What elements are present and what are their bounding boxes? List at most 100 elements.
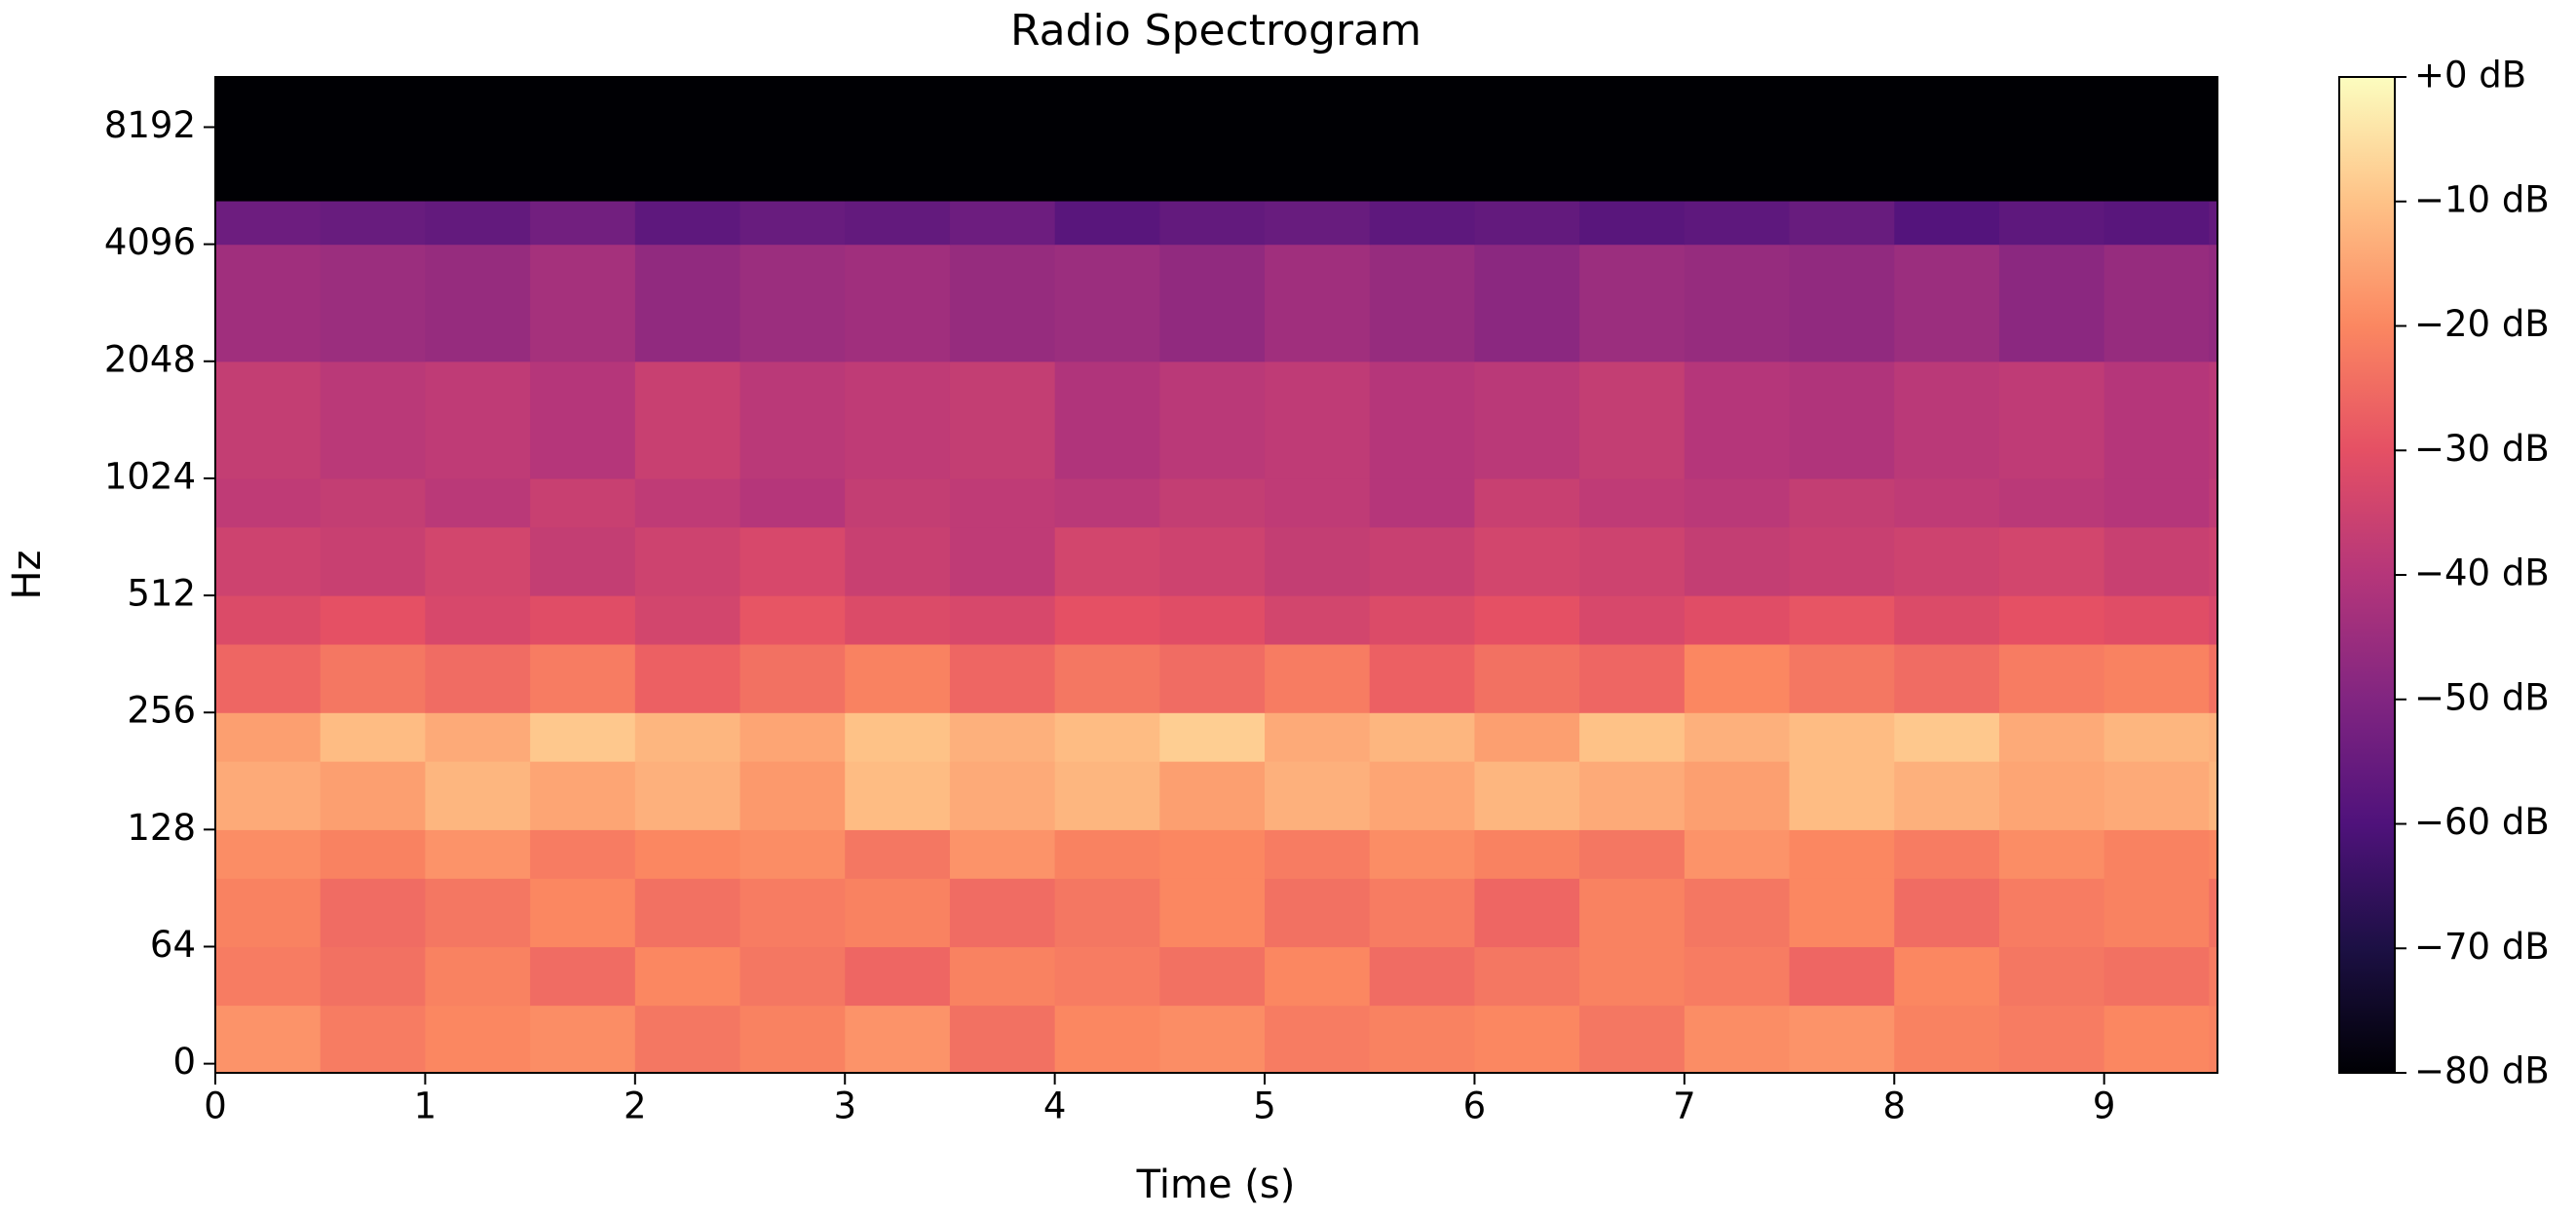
heat-cell [1369,244,1476,362]
colorbar-tick-label: −30 dB [2414,428,2550,470]
plot-frame [214,76,2218,1074]
heat-cell [1159,77,1266,202]
heat-cell [1265,829,1371,879]
heat-cell [1159,829,1266,879]
heat-cell [739,477,846,528]
heat-cell [1684,712,1791,762]
heat-cell [634,643,741,713]
heat-cell [845,477,951,528]
heat-cell [1998,77,2105,202]
heat-cell [1894,200,2000,246]
colorbar-tick-label: −20 dB [2414,303,2550,345]
heat-cell [1369,878,1476,948]
heat-cell [1894,244,2000,362]
heat-cell [1789,946,1895,1007]
heat-cell [2209,761,2218,830]
heat-cell [1265,526,1371,596]
heat-cell [1159,526,1266,596]
heat-cell [1369,526,1476,596]
heat-cell [1998,200,2105,246]
heat-cell [425,878,531,948]
heat-cell [1684,595,1791,645]
heat-cell [949,244,1056,362]
heat-cell [215,712,322,762]
heat-cell [1998,761,2105,830]
heat-cell [1054,878,1160,948]
heat-cell [1894,643,2000,713]
heat-cell [1579,946,1686,1007]
heat-cell [1474,1005,1580,1074]
heat-cell [425,244,531,362]
heat-cell [425,712,531,762]
heat-cell [1998,526,2105,596]
heat-cell [1579,878,1686,948]
heat-cell [1369,77,1476,202]
heat-cell [845,1005,951,1074]
heat-cell [425,361,531,479]
heat-cell [530,244,636,362]
heat-cell [1789,643,1895,713]
heat-cell [2209,361,2218,479]
heat-cell [215,361,322,479]
heat-cell [1894,77,2000,202]
heat-cell [425,1005,531,1074]
heat-cell [1265,946,1371,1007]
heat-cell [1894,595,2000,645]
heat-cell [1579,200,1686,246]
heat-cell [2103,1005,2210,1074]
heatmap [215,77,2218,1074]
heat-cell [530,477,636,528]
heat-cell [1684,878,1791,948]
heat-cell [1054,1005,1160,1074]
heat-cell [1265,761,1371,830]
heat-cell [1054,526,1160,596]
heat-cell [1474,946,1580,1007]
heat-cell [949,526,1056,596]
heat-cell [2103,761,2210,830]
heat-cell [1789,244,1895,362]
heat-cell [1474,200,1580,246]
heat-cell [1789,200,1895,246]
heat-cell [845,878,951,948]
heat-cell [530,946,636,1007]
heat-cell [1684,643,1791,713]
heat-cell [2103,244,2210,362]
heat-cell [1998,829,2105,879]
heat-cell [1369,477,1476,528]
heat-cell [634,244,741,362]
heat-cell [1894,1005,2000,1074]
heat-cell [1054,361,1160,479]
heat-cell [949,77,1056,202]
heat-cell [1684,761,1791,830]
heat-cell [1789,595,1895,645]
x-tick-label: 5 [1253,1086,1276,1127]
heat-cell [1474,761,1580,830]
heat-cell [845,526,951,596]
heat-cell [215,200,322,246]
heat-cell [1159,878,1266,948]
heat-cell [215,878,322,948]
heat-cell [1579,712,1686,762]
heat-cell [215,1005,322,1074]
heat-cell [320,1005,427,1074]
heat-cell [1369,643,1476,713]
heat-cell [1474,526,1580,596]
heat-cell [530,526,636,596]
x-tick-label: 9 [2093,1086,2116,1127]
x-tick-label: 0 [204,1086,227,1127]
heat-cell [949,712,1056,762]
heat-cell [1054,712,1160,762]
heat-cell [320,477,427,528]
heat-cell [1265,361,1371,479]
heat-cell [425,477,531,528]
heat-cell [845,712,951,762]
y-axis-label: Hz [5,550,50,599]
heat-cell [425,595,531,645]
colorbar-tick-label: −50 dB [2414,676,2550,718]
heat-cell [634,361,741,479]
heat-cell [1054,244,1160,362]
heat-cell [1789,1005,1895,1074]
y-tick-label: 512 [127,573,196,615]
heat-cell [845,761,951,830]
heat-cell [530,643,636,713]
